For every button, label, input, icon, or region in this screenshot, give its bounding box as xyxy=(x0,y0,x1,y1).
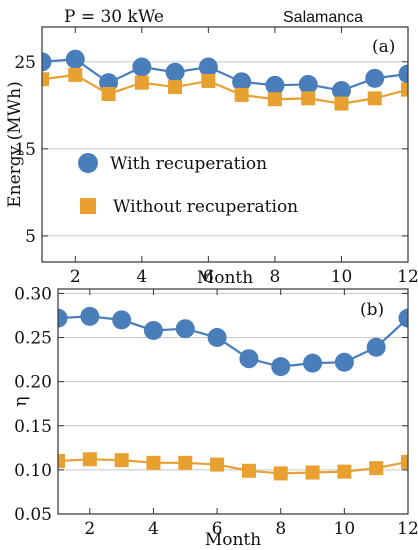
plot-frame xyxy=(57,288,409,515)
data-point-square xyxy=(178,455,193,470)
legend-label: With recuperation xyxy=(110,154,267,174)
data-point-circle xyxy=(207,328,227,348)
data-point-square xyxy=(68,67,83,82)
data-point-square xyxy=(367,91,382,106)
data-point-square xyxy=(234,87,249,102)
x-tick-label: 12 xyxy=(397,267,418,287)
x-axis-label: Month xyxy=(205,530,261,550)
y-tick-label: 5 xyxy=(25,227,36,247)
y-tick-label: 0.05 xyxy=(14,505,52,525)
data-point-circle xyxy=(365,68,385,88)
x-axis-label: Month xyxy=(197,268,253,288)
x-tick-label: 10 xyxy=(334,519,356,539)
data-point-circle xyxy=(112,310,132,330)
x-tick-label: 8 xyxy=(275,519,286,539)
data-point-square xyxy=(401,82,408,97)
data-point-circle xyxy=(132,57,152,77)
data-point-circle xyxy=(65,49,85,69)
x-tick-label: 2 xyxy=(84,519,95,539)
y-tick-label: 0.30 xyxy=(14,284,52,304)
x-tick-label: 4 xyxy=(136,267,147,287)
data-point-circle xyxy=(175,319,195,339)
panel-b-efficiency: 0.05 0.10 0.15 0.20 0.25 0.30 2 4 6 8 10 12 (b) Month… xyxy=(11,284,418,550)
legend: With recuperation Without recuperation xyxy=(78,153,298,217)
data-point-circle xyxy=(143,320,163,340)
data-point-square xyxy=(201,73,216,88)
data-point-circle xyxy=(331,81,351,101)
data-point-square xyxy=(42,72,49,87)
data-point-square xyxy=(101,87,116,102)
data-point-square xyxy=(168,80,183,95)
data-point-square xyxy=(273,466,288,481)
data-area xyxy=(42,49,408,111)
legend-marker-square xyxy=(80,198,96,214)
data-point-square xyxy=(369,461,384,476)
data-point-square xyxy=(146,455,161,470)
data-point-circle xyxy=(232,72,252,92)
plot-frame xyxy=(41,26,409,263)
x-tick-label: 12 xyxy=(397,519,418,539)
x-tick-label: 6 xyxy=(212,519,223,539)
y-axis-label: Energy (MWh) xyxy=(5,81,25,208)
x-tick-label: 8 xyxy=(269,267,280,287)
data-point-circle xyxy=(366,337,386,357)
data-point-circle xyxy=(165,62,185,82)
x-tick-label: 6 xyxy=(203,267,214,287)
series-line-1 xyxy=(42,58,408,92)
y-tick-label: 0.20 xyxy=(14,373,52,393)
panel-label: (b) xyxy=(360,300,384,320)
data-point-circle xyxy=(42,52,52,72)
data-point-square xyxy=(210,457,225,472)
data-point-circle xyxy=(271,357,291,377)
legend-marker-circle xyxy=(78,153,98,173)
series-line-1 xyxy=(58,315,408,368)
data-point-circle xyxy=(303,353,323,373)
series-line-2 xyxy=(58,458,408,475)
data-point-circle xyxy=(239,349,259,369)
data-point-square xyxy=(401,454,408,469)
data-point-circle xyxy=(58,308,68,328)
legend-label: Without recuperation xyxy=(113,197,298,217)
y-tick-label: 0.15 xyxy=(14,417,52,437)
data-point-circle xyxy=(398,308,408,328)
panel-label: (a) xyxy=(372,37,395,57)
x-tick-label: 2 xyxy=(70,267,81,287)
y-tick-label: 15 xyxy=(14,140,36,160)
data-point-circle xyxy=(265,75,285,95)
panel-a-energy: 5 15 25 2 4 6 8 10 12 (a) Month Energy (MWh) With re… xyxy=(5,26,418,288)
data-point-square xyxy=(301,91,316,106)
data-point-square xyxy=(305,465,320,480)
data-point-square xyxy=(337,464,352,479)
x-tick-label: 4 xyxy=(148,519,159,539)
y-tick-label: 25 xyxy=(14,53,36,73)
header-right: Salamanca xyxy=(283,9,363,26)
data-point-circle xyxy=(398,64,408,84)
x-tick-label: 10 xyxy=(331,267,353,287)
data-point-square xyxy=(241,463,256,478)
data-point-square xyxy=(114,453,129,468)
data-point-circle xyxy=(198,57,218,77)
y-tick-label: 0.10 xyxy=(14,461,52,481)
data-point-square xyxy=(334,96,349,111)
header-left: P = 30 kWe xyxy=(64,7,164,27)
data-point-circle xyxy=(80,306,100,326)
data-point-square xyxy=(267,92,282,107)
y-tick-label: 0.25 xyxy=(14,329,52,349)
data-point-square xyxy=(134,75,149,90)
data-point-circle xyxy=(334,352,354,372)
data-point-square xyxy=(58,454,65,469)
y-axis-label: η xyxy=(11,396,31,406)
data-point-circle xyxy=(298,74,318,94)
series-line-2 xyxy=(42,73,408,105)
data-area xyxy=(58,306,408,481)
data-point-square xyxy=(82,452,97,467)
